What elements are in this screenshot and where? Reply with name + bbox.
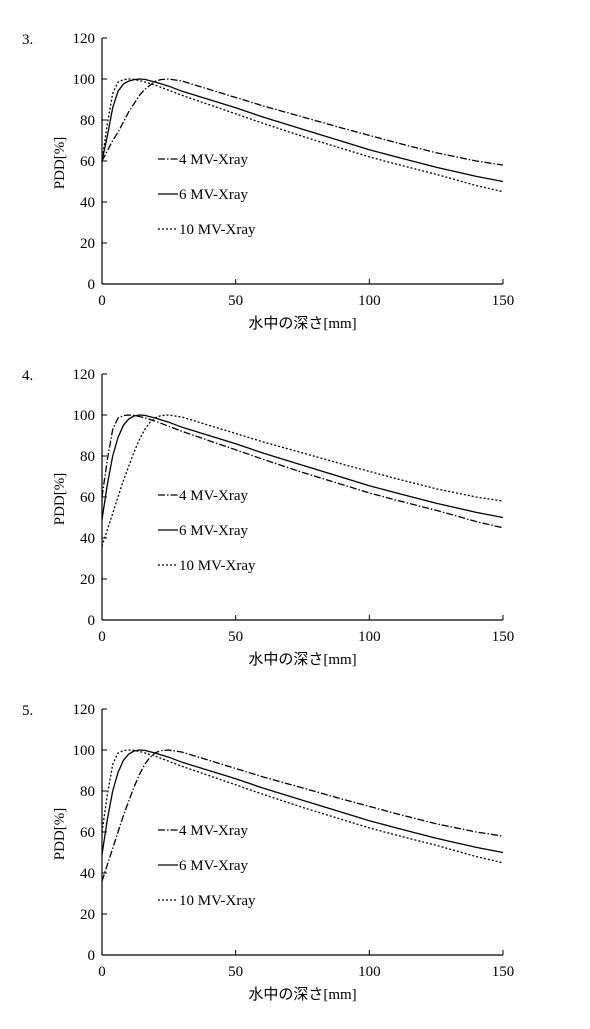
x-tick-label: 0 xyxy=(98,964,106,980)
chart-panel-4: 4. 0 20 40 60 80 100 120 0 50 100 150 水中の深さ[mm] PDD[… xyxy=(0,364,590,694)
series-line-10-mv-xray xyxy=(101,414,504,547)
x-tick-label: 100 xyxy=(358,293,381,309)
y-tick-label: 80 xyxy=(80,784,95,800)
y-axis-label: PDD[%] xyxy=(52,808,68,861)
x-tick-label: 100 xyxy=(358,964,381,980)
x-axis-label: 水中の深さ[mm] xyxy=(248,315,356,332)
x-tick-label: 150 xyxy=(492,964,515,980)
y-tick-label: 100 xyxy=(73,72,96,88)
y-tick-label: 120 xyxy=(73,31,96,47)
y-tick-label: 20 xyxy=(80,572,95,588)
y-tick-label: 20 xyxy=(80,236,95,252)
y-tick-label: 60 xyxy=(80,490,95,506)
y-tick-label: 0 xyxy=(88,613,96,629)
option-number: 4. xyxy=(22,368,34,384)
y-tick-label: 40 xyxy=(80,195,95,211)
y-axis-label: PDD[%] xyxy=(52,473,68,526)
y-tick-label: 60 xyxy=(80,825,95,841)
chart-panel-5: 5. 0 20 40 60 80 100 120 0 50 100 150 水中の深さ[mm] PDD[… xyxy=(0,699,590,1029)
legend-label: 4 MV-Xray xyxy=(179,823,249,839)
x-axis-label: 水中の深さ[mm] xyxy=(248,986,356,1003)
y-tick-label: 120 xyxy=(73,367,96,383)
legend-label: 10 MV-Xray xyxy=(179,558,256,574)
option-number: 3. xyxy=(22,32,34,48)
y-tick-label: 40 xyxy=(80,866,95,882)
series-line-6-mv-xray xyxy=(101,749,504,855)
y-tick-label: 20 xyxy=(80,907,95,923)
y-tick-label: 100 xyxy=(73,743,96,759)
x-tick-label: 150 xyxy=(492,293,515,309)
legend-label: 6 MV-Xray xyxy=(179,523,249,539)
pdd-chart-3: 0 20 40 60 80 100 120 0 50 100 150 水中の深さ[mm] PDD[%] 4… xyxy=(52,31,515,332)
pdd-chart-5: 0 20 40 60 80 100 120 0 50 100 150 水中の深さ[mm] PDD[%] 4… xyxy=(52,702,515,1003)
legend-label: 6 MV-Xray xyxy=(179,187,249,203)
y-tick-label: 80 xyxy=(80,449,95,465)
x-tick-label: 50 xyxy=(228,629,243,645)
series-line-10-mv-xray xyxy=(101,78,504,193)
option-number: 5. xyxy=(22,703,34,719)
legend-label: 4 MV-Xray xyxy=(179,488,249,504)
y-axis-label: PDD[%] xyxy=(52,137,68,190)
x-tick-label: 0 xyxy=(98,293,106,309)
series-line-10-mv-xray xyxy=(101,749,504,864)
x-tick-label: 50 xyxy=(228,964,243,980)
legend-label: 6 MV-Xray xyxy=(179,858,249,874)
series-line-4-mv-xray xyxy=(101,749,504,882)
x-axis-label: 水中の深さ[mm] xyxy=(248,651,356,668)
x-tick-label: 100 xyxy=(358,629,381,645)
legend-label: 10 MV-Xray xyxy=(179,893,256,909)
series-line-6-mv-xray xyxy=(101,414,504,520)
pdd-chart-4: 0 20 40 60 80 100 120 0 50 100 150 水中の深さ[mm] PDD[%] 4… xyxy=(52,367,515,668)
series-line-6-mv-xray xyxy=(101,78,504,183)
y-tick-label: 100 xyxy=(73,408,96,424)
y-tick-label: 0 xyxy=(88,277,96,293)
legend-label: 10 MV-Xray xyxy=(179,222,256,238)
legend-label: 4 MV-Xray xyxy=(179,152,249,168)
x-tick-label: 0 xyxy=(98,629,106,645)
y-tick-label: 0 xyxy=(88,948,96,964)
y-tick-label: 40 xyxy=(80,531,95,547)
x-tick-label: 150 xyxy=(492,629,515,645)
y-tick-label: 120 xyxy=(73,702,96,718)
chart-panel-3: 3. 0 20 40 60 80 100 120 0 50 100 150 水中の深さ[mm] PDD[… xyxy=(0,28,590,358)
series-line-4-mv-xray xyxy=(101,78,504,166)
x-tick-label: 50 xyxy=(228,293,243,309)
y-tick-label: 80 xyxy=(80,113,95,129)
series-line-4-mv-xray xyxy=(101,414,504,529)
y-tick-label: 60 xyxy=(80,154,95,170)
